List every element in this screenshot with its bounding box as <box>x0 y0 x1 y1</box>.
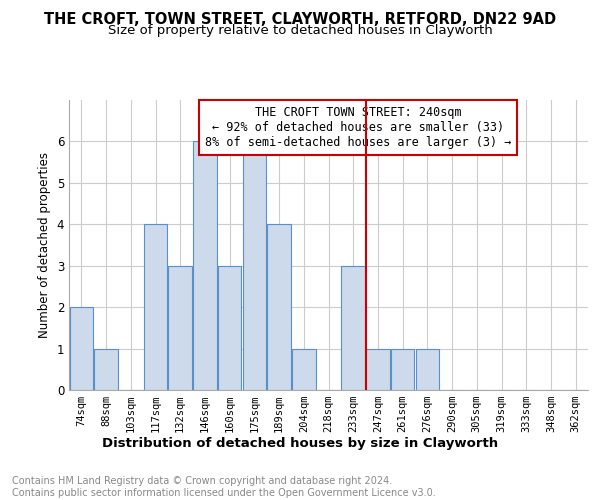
Bar <box>242 142 266 390</box>
Bar <box>144 224 167 390</box>
Text: Contains HM Land Registry data © Crown copyright and database right 2024.
Contai: Contains HM Land Registry data © Crown c… <box>12 476 436 498</box>
Text: THE CROFT, TOWN STREET, CLAYWORTH, RETFORD, DN22 9AD: THE CROFT, TOWN STREET, CLAYWORTH, RETFO… <box>44 12 556 28</box>
Text: Size of property relative to detached houses in Clayworth: Size of property relative to detached ho… <box>107 24 493 37</box>
Bar <box>341 266 365 390</box>
Text: THE CROFT TOWN STREET: 240sqm
← 92% of detached houses are smaller (33)
8% of se: THE CROFT TOWN STREET: 240sqm ← 92% of d… <box>205 106 511 149</box>
Bar <box>416 348 439 390</box>
Bar <box>94 348 118 390</box>
Bar <box>366 348 389 390</box>
Bar <box>268 224 291 390</box>
Bar <box>218 266 241 390</box>
Bar <box>169 266 192 390</box>
Bar <box>193 142 217 390</box>
Bar <box>292 348 316 390</box>
Text: Distribution of detached houses by size in Clayworth: Distribution of detached houses by size … <box>102 438 498 450</box>
Bar <box>70 307 93 390</box>
Bar <box>391 348 415 390</box>
Y-axis label: Number of detached properties: Number of detached properties <box>38 152 51 338</box>
